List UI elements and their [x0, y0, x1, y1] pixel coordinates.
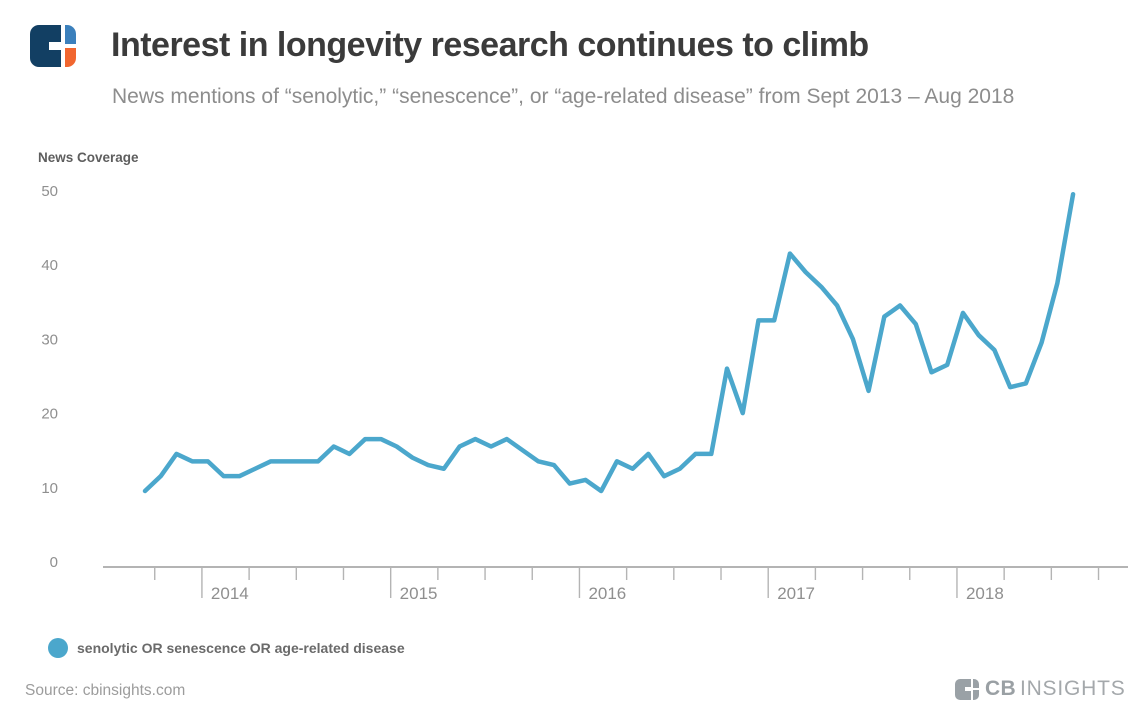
cbinsights-logo	[30, 25, 76, 67]
source-text: Source: cbinsights.com	[25, 682, 186, 699]
legend-label: senolytic OR senescence OR age-related d…	[77, 640, 405, 656]
brand-cb-text: CB	[985, 677, 1016, 700]
x-year-label: 2016	[588, 584, 626, 603]
legend-dot-icon	[48, 638, 68, 658]
page-title: Interest in longevity research continues…	[111, 26, 869, 64]
brand-insights-text: INSIGHTS	[1019, 677, 1126, 700]
x-year-label: 2017	[777, 584, 815, 603]
x-year-label: 2014	[211, 584, 249, 603]
x-year-label: 2015	[400, 584, 438, 603]
y-tick-label: 10	[41, 480, 58, 497]
logo-orange-block	[64, 47, 76, 67]
logo-blue-block	[64, 25, 76, 44]
y-axis-title: News Coverage	[38, 150, 139, 165]
y-tick-label: 50	[41, 183, 58, 200]
legend: senolytic OR senescence OR age-related d…	[48, 638, 405, 658]
y-tick-label: 30	[41, 331, 58, 348]
page-subtitle: News mentions of “senolytic,” “senescenc…	[112, 85, 1015, 108]
y-tick-label: 40	[41, 257, 58, 274]
series-line	[142, 191, 1076, 494]
x-year-label: 2018	[966, 584, 1004, 603]
footer-brand: CB INSIGHTS	[955, 677, 1126, 701]
cbinsights-footer-logo-icon	[955, 678, 979, 700]
logo-c-notch	[49, 42, 61, 50]
y-tick-label: 20	[41, 406, 58, 423]
y-tick-label: 0	[50, 554, 58, 571]
